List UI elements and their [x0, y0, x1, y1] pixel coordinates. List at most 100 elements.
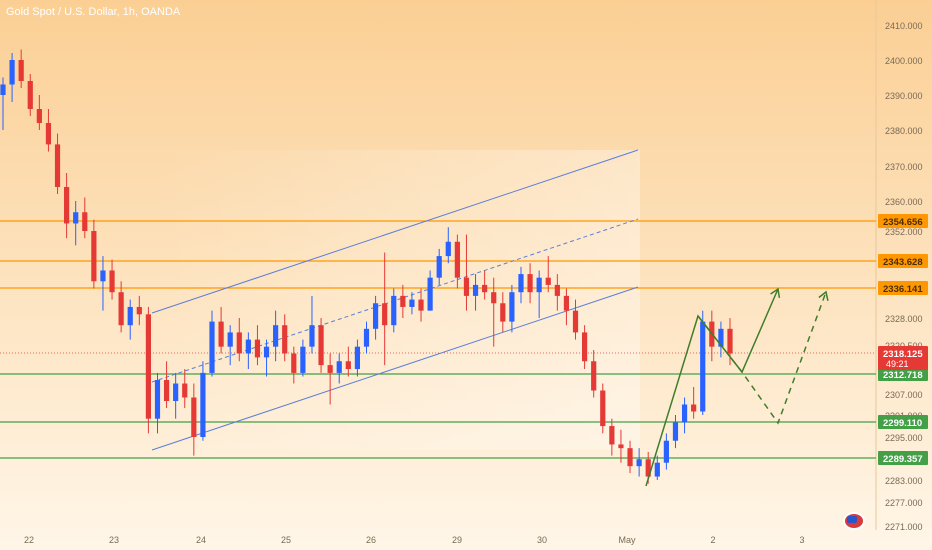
- candle[interactable]: [563, 288, 570, 326]
- candle[interactable]: [500, 292, 506, 333]
- candle[interactable]: [218, 306, 224, 354]
- candle[interactable]: [91, 219, 97, 289]
- alternate-projection-path[interactable]: [697, 291, 827, 425]
- candle[interactable]: [618, 429, 624, 463]
- candle[interactable]: [345, 346, 351, 377]
- candle[interactable]: [27, 74, 33, 116]
- candle-body: [191, 397, 197, 437]
- resistance-1-badge[interactable]: 2354.656: [878, 214, 928, 228]
- candle[interactable]: [663, 433, 669, 470]
- support-3-badge[interactable]: 2289.357: [878, 451, 928, 465]
- candle[interactable]: [681, 397, 688, 434]
- candle[interactable]: [672, 415, 679, 449]
- candle[interactable]: [436, 248, 442, 285]
- candle[interactable]: [336, 353, 342, 384]
- candle[interactable]: [309, 295, 315, 354]
- candle-body: [0, 84, 6, 95]
- candle-body: [627, 448, 633, 467]
- candle[interactable]: [572, 299, 579, 340]
- candle[interactable]: [173, 372, 179, 419]
- support-1-badge[interactable]: 2312.718: [878, 367, 928, 381]
- candle[interactable]: [536, 270, 542, 318]
- candle[interactable]: [527, 263, 533, 304]
- candle[interactable]: [9, 53, 15, 102]
- candle[interactable]: [291, 346, 297, 384]
- candle[interactable]: [491, 277, 497, 347]
- candle[interactable]: [382, 252, 388, 366]
- candle[interactable]: [582, 325, 588, 370]
- candle[interactable]: [363, 321, 370, 354]
- candle[interactable]: [691, 387, 697, 419]
- highlight-zone: [155, 150, 640, 450]
- candle-body: [563, 295, 570, 311]
- candle[interactable]: [463, 234, 470, 311]
- candle[interactable]: [445, 227, 451, 264]
- candle[interactable]: [82, 197, 88, 239]
- candle[interactable]: [627, 440, 633, 474]
- candle-body: [672, 422, 679, 441]
- candle[interactable]: [118, 281, 124, 333]
- candle[interactable]: [136, 295, 142, 326]
- candle[interactable]: [482, 270, 488, 300]
- candle[interactable]: [591, 350, 597, 398]
- candle[interactable]: [545, 256, 551, 293]
- candle[interactable]: [254, 325, 261, 366]
- candle[interactable]: [182, 369, 188, 408]
- candle[interactable]: [409, 292, 415, 315]
- channel-lower-line[interactable]: [151, 286, 639, 451]
- candle[interactable]: [554, 274, 560, 311]
- candle[interactable]: [427, 270, 433, 311]
- candle[interactable]: [318, 318, 324, 373]
- candle[interactable]: [73, 201, 79, 246]
- candle[interactable]: [654, 455, 660, 480]
- support-2-badge[interactable]: 2299.110: [878, 415, 928, 429]
- candle[interactable]: [200, 361, 206, 441]
- candle[interactable]: [372, 295, 379, 340]
- candle[interactable]: [354, 339, 361, 377]
- us-flag-icon[interactable]: [843, 512, 865, 530]
- candle[interactable]: [45, 109, 52, 152]
- candle[interactable]: [273, 310, 279, 362]
- candle[interactable]: [418, 288, 424, 322]
- candle[interactable]: [191, 383, 197, 456]
- candle[interactable]: [518, 266, 524, 304]
- badge-bg: [878, 214, 928, 228]
- candle[interactable]: [263, 339, 270, 377]
- candle[interactable]: [127, 299, 133, 340]
- candle[interactable]: [400, 284, 406, 318]
- candle[interactable]: [300, 339, 306, 377]
- candle[interactable]: [236, 318, 242, 362]
- candle[interactable]: [18, 49, 24, 89]
- candle[interactable]: [600, 383, 606, 434]
- candle[interactable]: [64, 173, 70, 239]
- resistance-3-badge[interactable]: 2336.141: [878, 281, 928, 295]
- candle[interactable]: [109, 259, 115, 300]
- candle[interactable]: [54, 133, 61, 194]
- badge-bg: [878, 281, 928, 295]
- candle[interactable]: [472, 274, 479, 311]
- candle[interactable]: [509, 284, 515, 333]
- candle[interactable]: [227, 325, 233, 366]
- candle[interactable]: [145, 306, 151, 434]
- candle[interactable]: [36, 95, 42, 130]
- candle[interactable]: [609, 418, 615, 456]
- candle[interactable]: [154, 372, 161, 434]
- candle[interactable]: [636, 448, 642, 477]
- candle[interactable]: [327, 353, 333, 405]
- candle[interactable]: [282, 314, 288, 362]
- time-axis[interactable]: 22 23 24 25 26 29 30 May 2 3: [24, 535, 805, 545]
- channel-mid-line[interactable]: [151, 218, 639, 383]
- candle[interactable]: [100, 256, 106, 311]
- candle[interactable]: [245, 332, 251, 370]
- candle[interactable]: [209, 310, 215, 377]
- resistance-2-badge[interactable]: 2343.628: [878, 254, 928, 268]
- candle[interactable]: [0, 77, 6, 131]
- candle[interactable]: [700, 310, 706, 415]
- candle[interactable]: [454, 234, 460, 289]
- candle[interactable]: [718, 321, 724, 358]
- candle[interactable]: [391, 288, 397, 333]
- channel-upper-line[interactable]: [151, 149, 639, 314]
- candle[interactable]: [163, 361, 170, 408]
